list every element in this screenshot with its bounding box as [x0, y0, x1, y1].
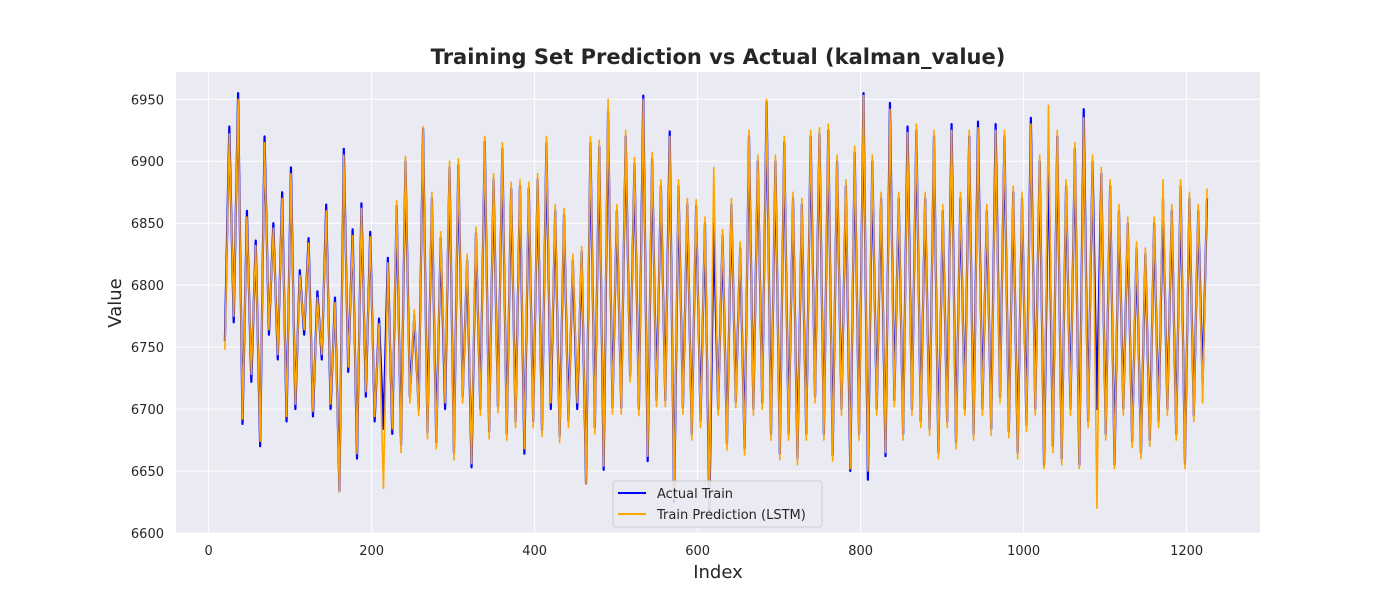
x-axis-ticks: 0 200 400 600 800 1000 1200: [204, 544, 1203, 559]
y-tick-label: 6650: [131, 465, 164, 480]
y-tick-label: 6750: [131, 341, 164, 356]
x-tick-label: 800: [848, 544, 873, 559]
series-layer: [223, 91, 1209, 514]
chart-title: Training Set Prediction vs Actual (kalma…: [431, 45, 1006, 69]
legend-label-train-prediction: Train Prediction (LSTM): [656, 508, 806, 523]
x-tick-label: 200: [359, 544, 384, 559]
y-axis-ticks: 6600 6650 6700 6750 6800 6850 6900 6950: [131, 93, 164, 542]
x-tick-label: 600: [685, 544, 710, 559]
y-tick-label: 6600: [131, 527, 164, 542]
x-tick-label: 1000: [1007, 544, 1040, 559]
y-tick-label: 6850: [131, 217, 164, 232]
y-axis-label: Value: [105, 278, 126, 327]
x-tick-label: 0: [204, 544, 212, 559]
y-tick-label: 6800: [131, 279, 164, 294]
y-tick-label: 6900: [131, 155, 164, 170]
y-tick-label: 6950: [131, 93, 164, 108]
legend-label-actual-train: Actual Train: [657, 487, 733, 502]
legend: Actual Train Train Prediction (LSTM): [612, 480, 823, 528]
x-tick-label: 1200: [1170, 544, 1203, 559]
y-tick-label: 6700: [131, 403, 164, 418]
series-line-train-prediction-lstm: [224, 94, 1208, 510]
x-tick-label: 400: [522, 544, 547, 559]
x-axis-label: Index: [693, 562, 743, 583]
legend-box: [612, 480, 823, 528]
